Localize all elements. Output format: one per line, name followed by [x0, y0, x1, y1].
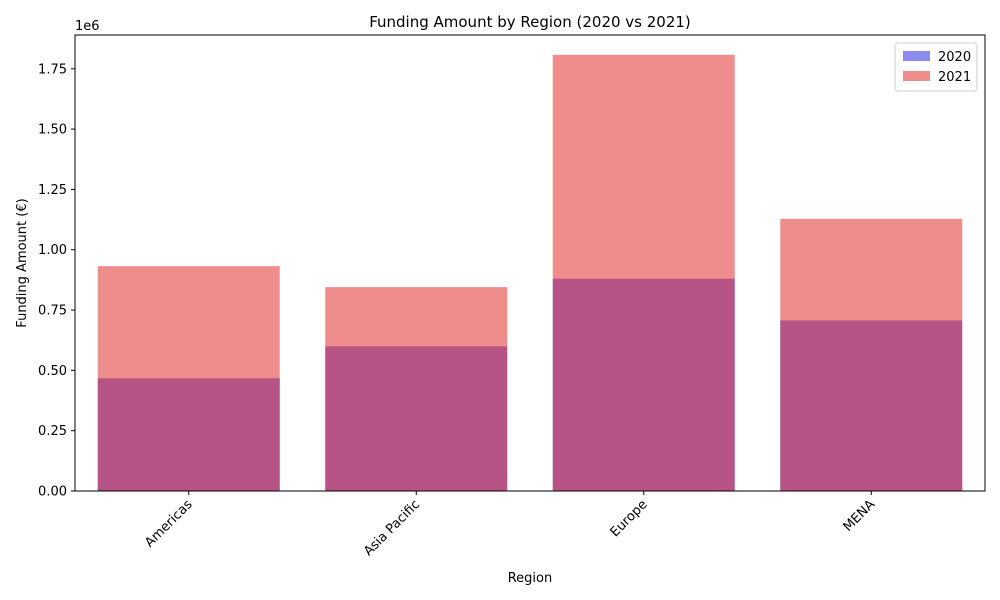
y-tick-label: 1.00 — [38, 243, 67, 258]
y-tick-label: 1.75 — [38, 62, 67, 77]
bar-2021-europe — [552, 54, 735, 492]
axes-frame — [74, 34, 986, 492]
y-tick-label: 1.25 — [38, 183, 67, 198]
x-tick-label: Europe — [608, 497, 651, 540]
y-tick-label: 0.50 — [38, 364, 67, 379]
y-tick-label: 0.75 — [38, 304, 67, 319]
y-axis-label: Funding Amount (€) — [15, 198, 30, 327]
bar-2021-americas — [97, 266, 280, 491]
x-tick-label: MENA — [841, 497, 879, 535]
legend-label-2021: 2021 — [938, 70, 971, 85]
legend: 2020 2021 — [894, 42, 978, 92]
y-tick-label: 1.50 — [38, 123, 67, 138]
y-tick-label: 0.00 — [38, 485, 67, 500]
x-tick-label: Americas — [142, 497, 195, 550]
y-tick-label: 0.25 — [38, 424, 67, 439]
bar-2021-mena — [780, 218, 963, 491]
y-offset-label: 1e6 — [75, 19, 100, 34]
plot-area: 0.00 0.25 0.50 0.75 1.00 1.25 1.50 1.75 Americas… — [38, 34, 986, 559]
x-tick-label: Asia Pacific — [361, 497, 423, 559]
legend-swatch-2021 — [903, 71, 930, 81]
legend-swatch-2020 — [903, 51, 930, 61]
legend-label-2020: 2020 — [938, 50, 971, 65]
chart-title: Funding Amount by Region (2020 vs 2021) — [369, 13, 691, 31]
x-axis-label: Region — [508, 571, 553, 586]
bar-2021-asia-pacific — [325, 287, 508, 491]
